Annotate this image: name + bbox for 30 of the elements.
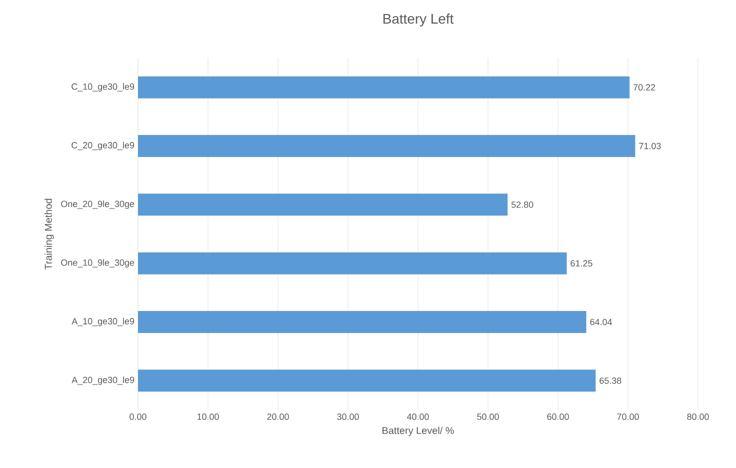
y-tick-label: A_10_ge30_le9 (72, 318, 134, 326)
y-axis-title: Training Method (44, 198, 54, 270)
y-tick-label: C_20_ge30_le9 (72, 142, 134, 150)
x-tick-label: 60.00 (547, 414, 569, 420)
x-tick-label: 20.00 (267, 414, 289, 420)
data-label: 65.38 (600, 377, 622, 384)
x-tick-label: 0.00 (130, 414, 146, 420)
y-tick-label: One_20_9le_30ge (61, 200, 134, 209)
x-tick-label: 30.00 (337, 414, 359, 420)
y-tick-label: C_10_ge30_le9 (72, 83, 134, 92)
data-label: 71.03 (639, 142, 661, 150)
x-tick-label: 40.00 (406, 414, 429, 420)
bar (138, 370, 596, 392)
bar (138, 76, 630, 98)
bar (138, 194, 508, 216)
x-tick-label: 50.00 (477, 414, 499, 420)
data-label: 61.25 (570, 260, 592, 267)
y-tick-label: One_10_9le_30ge (61, 259, 134, 268)
y-tick-label: A_20_ge30_le9 (72, 376, 134, 385)
bar (138, 252, 567, 274)
x-tick-label: 80.00 (687, 414, 709, 420)
chart-title: Battery Left (383, 14, 454, 27)
data-label: 52.80 (511, 201, 534, 208)
bar (138, 311, 586, 334)
data-label: 64.04 (590, 318, 612, 326)
x-tick-label: 70.00 (617, 414, 639, 420)
x-axis-title: Battery Level/ % (382, 426, 454, 436)
data-label: 70.22 (634, 84, 656, 91)
x-tick-label: 10.00 (197, 414, 219, 420)
bar (138, 135, 636, 158)
